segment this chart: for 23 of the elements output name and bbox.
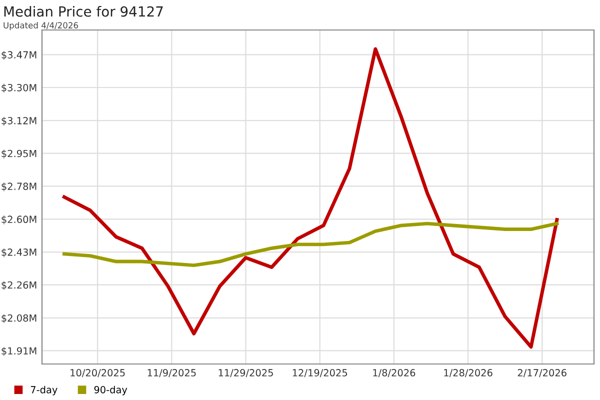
legend-label: 7-day [30,386,58,396]
y-tick-label: $3.12M [2,116,36,126]
legend-label: 90-day [94,386,128,396]
x-tick-label: 2/17/2026 [518,369,566,378]
y-tick-label: $3.47M [2,50,36,60]
x-tick-label: 11/9/2025 [148,369,196,378]
y-tick-label: $2.95M [2,150,36,158]
y-tick-label: $2.08M [2,314,36,324]
x-tick-label: 1/28/2026 [444,369,492,378]
y-tick-label: $2.60M [2,216,36,224]
x-tick-label: 12/19/2025 [292,369,348,378]
chart-subtitle: Updated 4/4/2026 [4,22,78,30]
y-tick-label: $2.43M [2,248,36,258]
x-tick-label: 11/29/2025 [218,369,273,378]
line-series [62,222,559,268]
x-tick-label: 1/8/2026 [373,369,416,378]
y-tick-label: $2.78M [2,182,36,192]
x-tick-label: 10/20/2025 [70,369,125,378]
y-tick-label: $1.91M [2,347,36,356]
y-tick-label: $3.30M [2,84,36,93]
chart-title: Median Price for 94127 [4,6,163,17]
line-series [62,47,559,349]
y-tick-label: $2.26M [2,281,36,290]
